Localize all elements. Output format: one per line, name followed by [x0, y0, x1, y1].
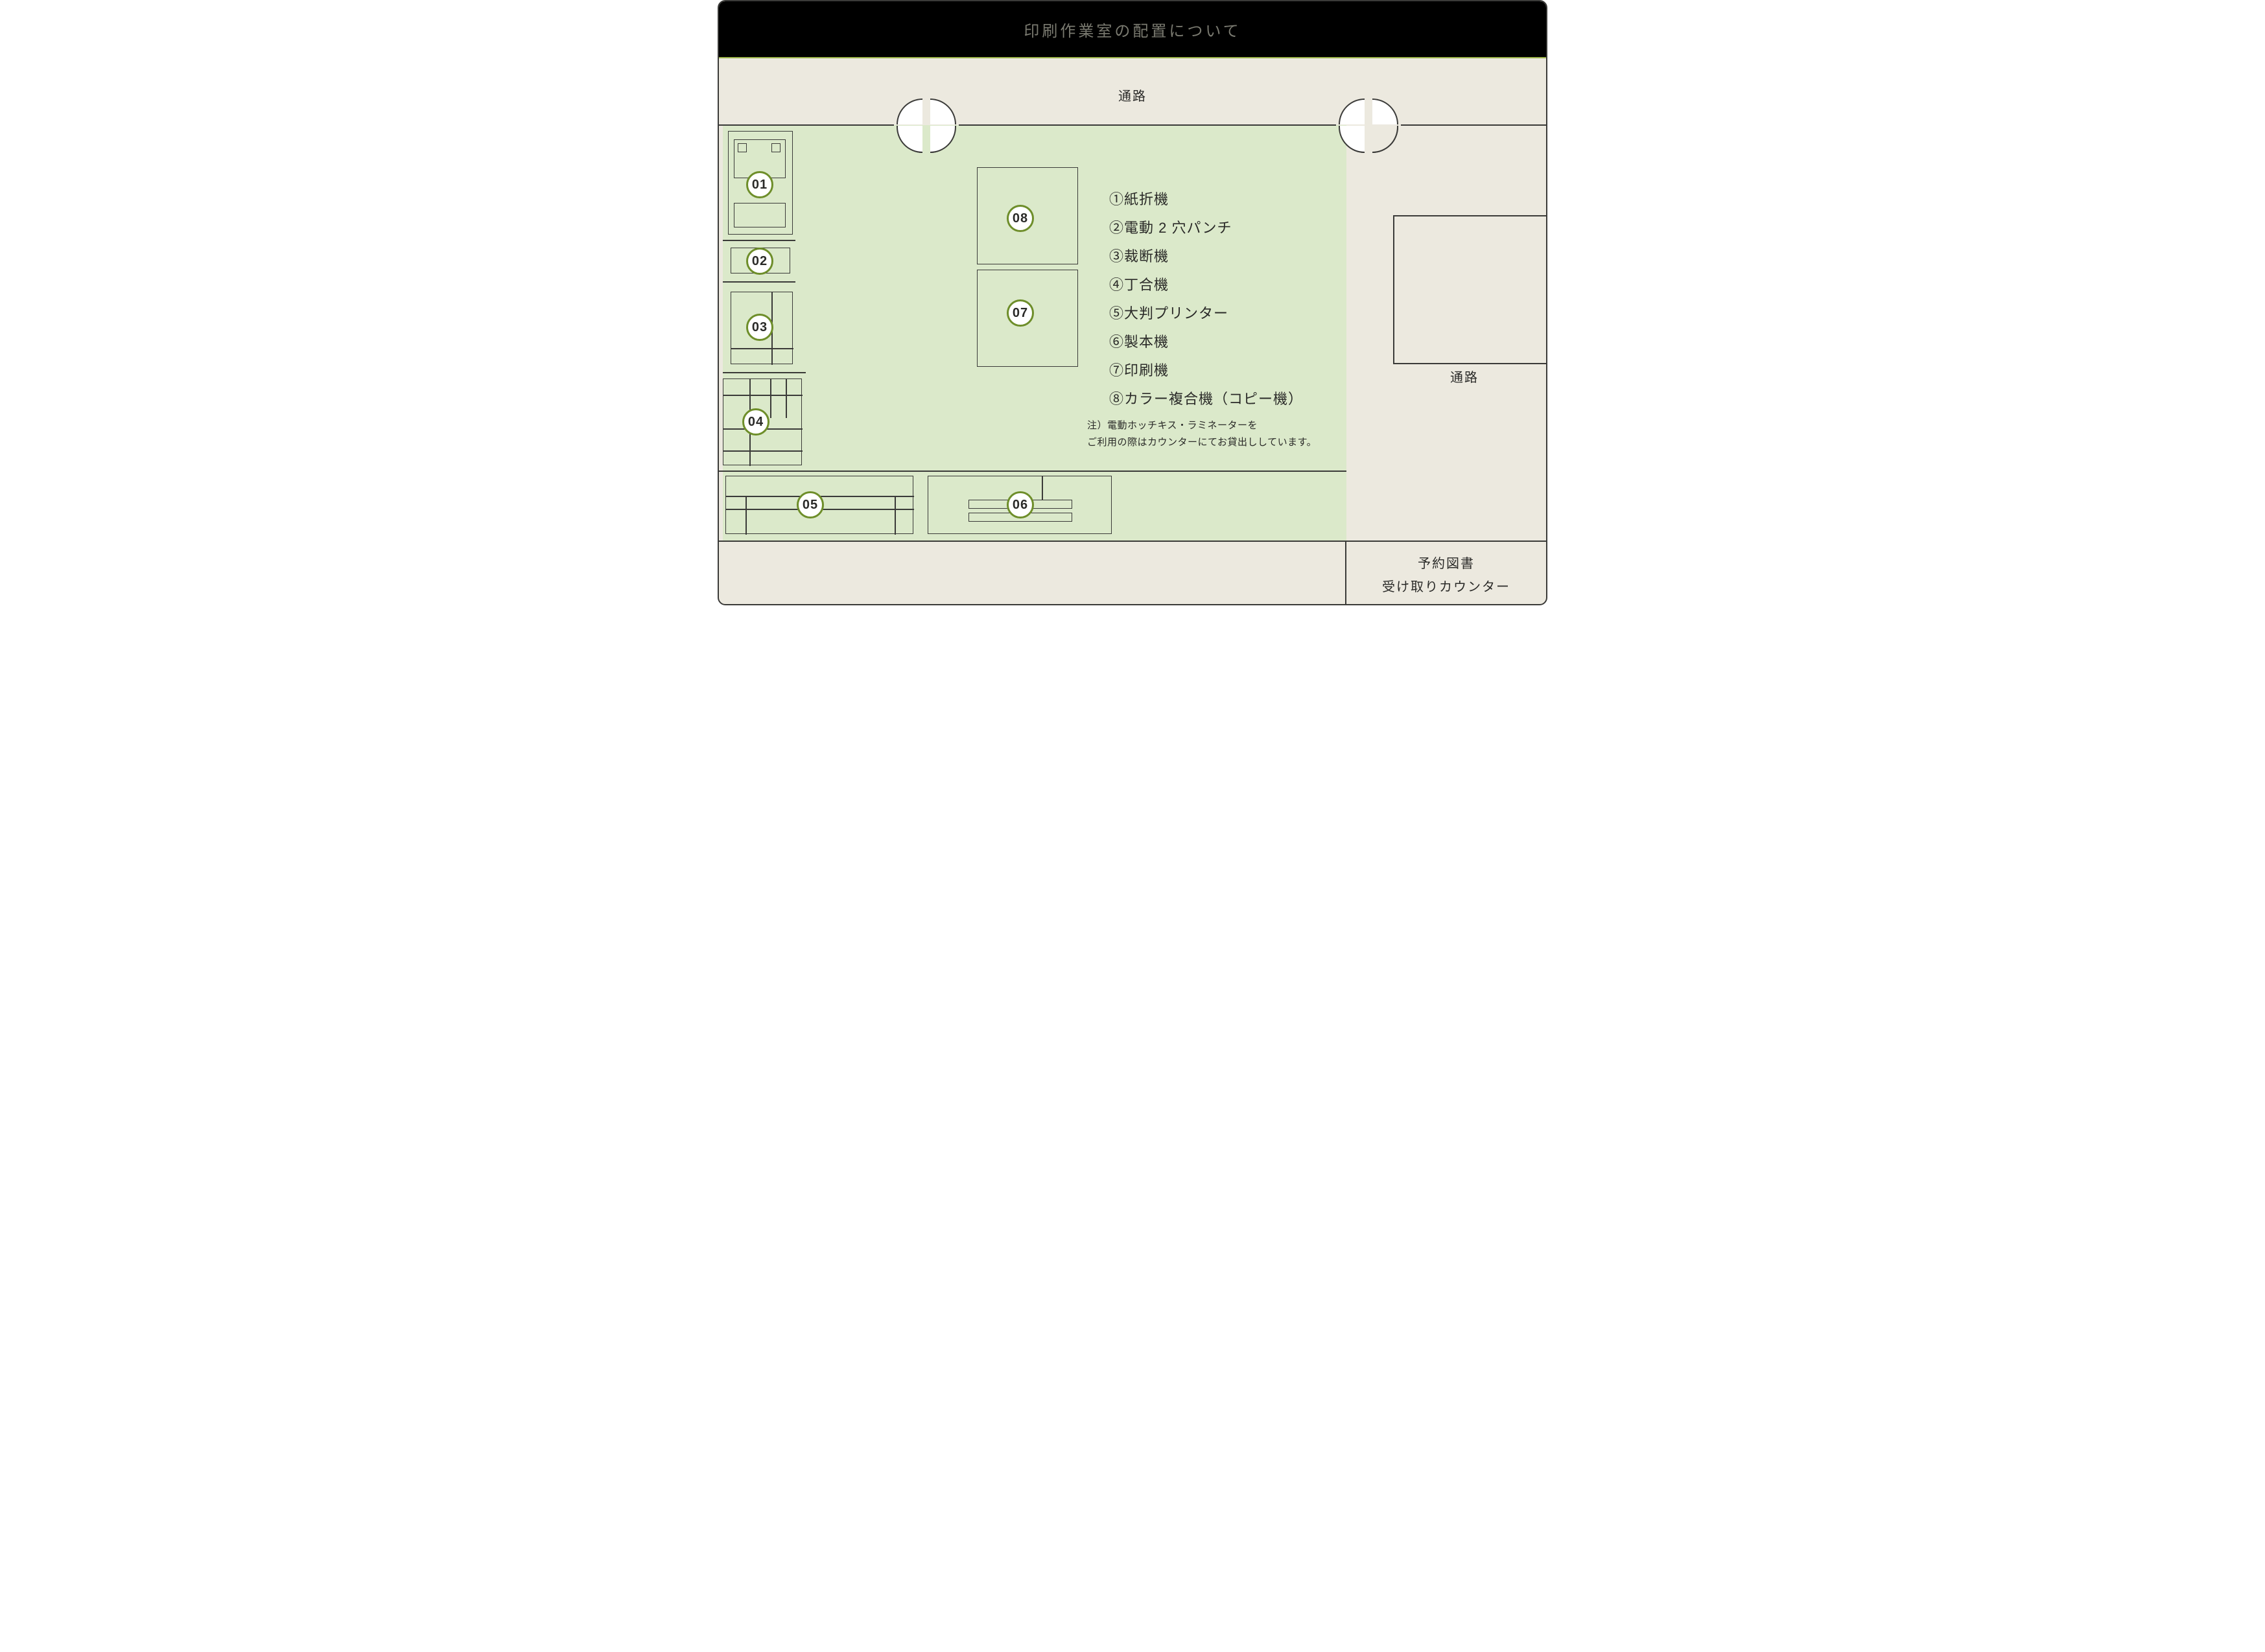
badge-07-text: 07 — [1013, 306, 1028, 321]
door-right-leaf-b-lower — [1372, 126, 1398, 153]
wall-seg-3 — [723, 372, 806, 373]
equip-05-v2 — [895, 496, 896, 535]
legend-item-3: ③裁断機 — [1109, 242, 1355, 271]
badge-03-text: 03 — [752, 320, 768, 335]
legend-item-2: ②電動 2 穴パンチ — [1109, 214, 1355, 242]
equip-04-col2 — [770, 379, 771, 418]
wall-seg-2 — [723, 281, 795, 283]
legend-item-6: ⑥製本機 — [1109, 328, 1355, 356]
counter-line2: 受け取りカウンター — [1345, 576, 1547, 599]
badge-03: 03 — [746, 314, 773, 341]
legend-note-line2: ご利用の際はカウンターにてお貸出ししています。 — [1087, 434, 1359, 451]
corridor-label-top: 通路 — [719, 86, 1546, 104]
badge-04-text: 04 — [748, 415, 764, 430]
right-alcove — [1393, 215, 1546, 364]
legend-note: 注）電動ホッチキス・ラミネーターを ご利用の際はカウンターにてお貸出ししています… — [1087, 417, 1359, 450]
wall-seg-1 — [723, 240, 795, 241]
wall-seg-4 — [719, 471, 1346, 472]
legend-item-5: ⑤大判プリンター — [1109, 299, 1355, 328]
equip-04-row3 — [723, 450, 803, 452]
badge-06-text: 06 — [1013, 498, 1028, 513]
floorplan-frame: 印刷作業室の配置について 通路 通路 — [718, 0, 1547, 605]
page-title: 印刷作業室の配置について — [1024, 18, 1241, 41]
equip-05-v1 — [745, 496, 747, 535]
wall-bottom — [719, 541, 1547, 542]
equip-04-row1 — [723, 395, 803, 396]
badge-05-text: 05 — [803, 498, 818, 513]
badge-02-text: 02 — [752, 254, 768, 269]
legend-item-1: ①紙折機 — [1109, 185, 1355, 214]
equip-06-div — [1042, 476, 1043, 500]
legend-item-4: ④丁合機 — [1109, 271, 1355, 299]
titlebar: 印刷作業室の配置について — [719, 1, 1546, 58]
counter-line1: 予約図書 — [1345, 552, 1547, 576]
equip-01-inner-b — [734, 203, 786, 227]
legend-item-8: ⑧カラー複合機（コピー機） — [1109, 385, 1355, 413]
equip-03-div-h — [731, 348, 793, 349]
badge-07: 07 — [1007, 299, 1034, 327]
counter-label: 予約図書 受け取りカウンター — [1345, 552, 1547, 599]
badge-02: 02 — [746, 248, 773, 275]
badge-08-text: 08 — [1013, 211, 1028, 226]
legend-list: ①紙折機 ②電動 2 穴パンチ ③裁断機 ④丁合機 ⑤大判プリンター ⑥製本機 … — [1109, 185, 1355, 413]
equip-01-detail-1 — [738, 143, 747, 152]
badge-06: 06 — [1007, 491, 1034, 518]
legend-note-line1: 注）電動ホッチキス・ラミネーターを — [1087, 417, 1359, 434]
wall-top — [719, 124, 1547, 126]
badge-04: 04 — [742, 408, 769, 436]
badge-01-text: 01 — [752, 178, 768, 192]
corridor-label-right: 通路 — [1406, 367, 1523, 386]
equip-01-detail-2 — [771, 143, 780, 152]
badge-08: 08 — [1007, 205, 1034, 232]
legend-item-7: ⑦印刷機 — [1109, 356, 1355, 385]
badge-01: 01 — [746, 171, 773, 198]
equip-04-col3 — [786, 379, 787, 418]
badge-05: 05 — [797, 491, 824, 518]
